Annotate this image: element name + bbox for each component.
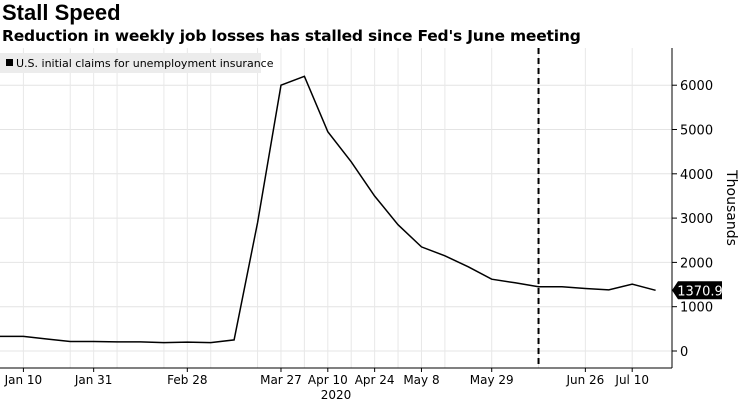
last-value-tag <box>672 281 722 300</box>
y-tick-label: 3000 <box>680 212 713 227</box>
chart-title: Stall Speed <box>2 0 121 25</box>
x-tick-label: May 29 <box>470 373 514 387</box>
legend-label: U.S. initial claims for unemployment ins… <box>16 57 274 70</box>
x-tick-label: Jan 10 <box>4 373 43 387</box>
y-tick-label: 5000 <box>680 124 713 139</box>
legend-swatch <box>6 59 13 66</box>
legend-box <box>0 53 261 73</box>
y-tick-label: 4000 <box>680 168 713 183</box>
x-tick-label: Jun 26 <box>565 373 604 387</box>
x-tick-label: Apr 24 <box>355 373 395 387</box>
x-tick-label: Jan 31 <box>74 373 113 387</box>
year-label: 2020 <box>321 388 352 402</box>
x-tick-label: May 8 <box>403 373 439 387</box>
x-tick-label: Apr 10 <box>308 373 348 387</box>
x-tick-label: Mar 27 <box>260 373 302 387</box>
chart-subtitle: Reduction in weekly job losses has stall… <box>2 27 581 45</box>
y-tick-label: 6000 <box>680 79 713 94</box>
last-value-label: 1370.9 <box>677 284 723 299</box>
y-tick-label: 1000 <box>680 301 713 316</box>
x-tick-label: Jul 10 <box>614 373 649 387</box>
y-axis-label: Thousands <box>723 169 739 246</box>
series-line <box>0 75 656 344</box>
x-tick-label: Feb 28 <box>167 373 207 387</box>
y-tick-label: 2000 <box>680 256 713 271</box>
y-tick-label: 0 <box>680 345 688 360</box>
